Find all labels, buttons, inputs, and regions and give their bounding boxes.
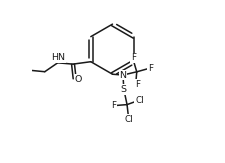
Text: HN: HN <box>51 53 65 62</box>
Text: N: N <box>119 71 126 80</box>
Text: O: O <box>74 75 82 84</box>
Text: F: F <box>148 64 153 73</box>
Text: F: F <box>131 53 136 62</box>
Text: Cl: Cl <box>135 96 144 105</box>
Text: F: F <box>111 101 117 110</box>
Text: Cl: Cl <box>125 115 133 124</box>
Text: F: F <box>135 80 140 89</box>
Text: S: S <box>121 85 127 94</box>
